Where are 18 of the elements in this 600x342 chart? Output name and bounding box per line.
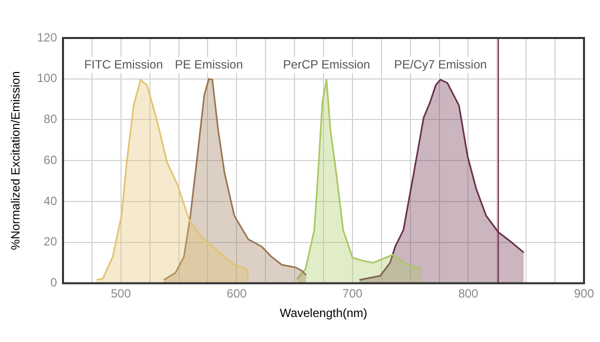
x-tick-label: 600 — [226, 286, 247, 301]
x-tick-label: 500 — [110, 286, 132, 301]
y-tick-label: 120 — [36, 30, 58, 44]
y-axis-title: %Normalized Excitation/Emission — [8, 71, 23, 250]
x-tick-label: 800 — [458, 286, 479, 301]
y-tick-label: 0 — [50, 276, 58, 290]
y-tick-label: 60 — [44, 152, 58, 167]
y-tick-label: 40 — [44, 194, 58, 208]
x-tick-label: 900 — [574, 286, 594, 301]
y-tick-label: 20 — [44, 234, 58, 249]
series-label: PerCP Emission — [282, 57, 370, 72]
series-label: PE Emission — [174, 57, 243, 72]
x-tick-label: 700 — [342, 286, 363, 301]
series-label: FITC Emission — [84, 57, 163, 72]
series-label: PE/Cy7 Emission — [394, 57, 487, 72]
y-tick-label: 80 — [44, 112, 58, 126]
x-axis-title: Wavelength(nm) — [280, 306, 368, 320]
y-tick-label: 100 — [36, 71, 58, 86]
